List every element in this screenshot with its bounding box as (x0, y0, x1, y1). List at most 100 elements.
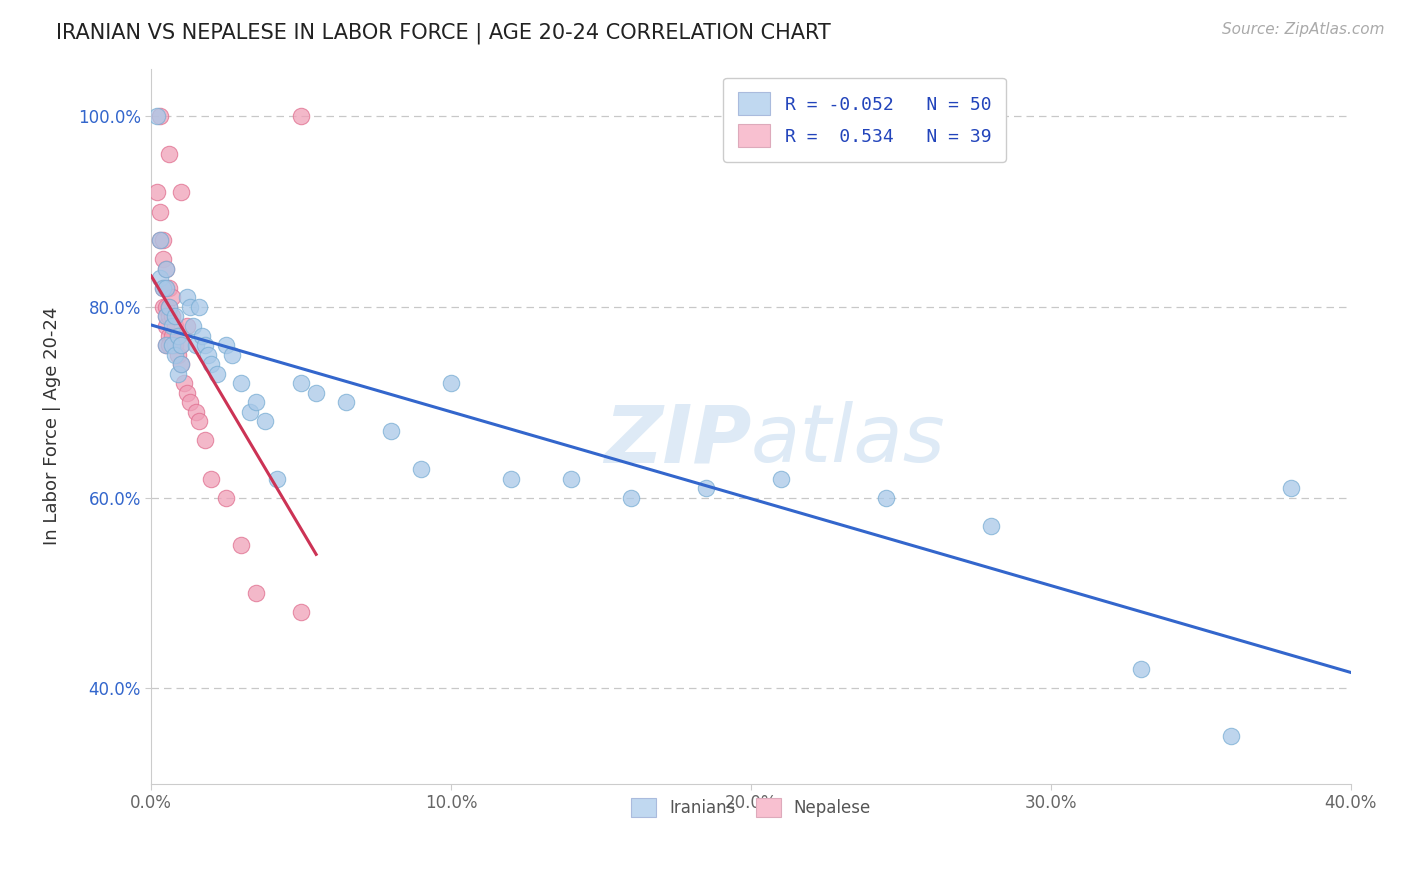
Point (149, 204, 172, 219)
Point (290, 376, 312, 391)
Point (160, 290, 183, 304)
Point (152, 252, 174, 267)
Point (335, 395, 357, 409)
Point (440, 376, 463, 391)
Point (231, 538, 253, 552)
Point (149, 233, 172, 247)
Point (215, 491, 238, 505)
Point (160, 318, 183, 333)
Point (266, 472, 288, 486)
Point (179, 300, 201, 314)
Point (146, 109, 169, 123)
Text: Source: ZipAtlas.com: Source: ZipAtlas.com (1222, 22, 1385, 37)
Point (186, 405, 208, 419)
Point (157, 310, 180, 324)
Point (179, 395, 201, 409)
Point (155, 338, 177, 352)
Point (188, 300, 211, 314)
Legend: Iranians, Nepalese: Iranians, Nepalese (623, 790, 880, 825)
Point (245, 395, 267, 409)
Point (170, 186, 193, 200)
Point (205, 367, 228, 381)
Point (181, 318, 204, 333)
Point (176, 318, 198, 333)
Point (149, 233, 172, 247)
Point (160, 310, 183, 324)
Point (620, 491, 643, 505)
Point (197, 348, 219, 362)
Point (176, 385, 198, 400)
Point (155, 281, 177, 295)
Point (254, 414, 277, 428)
Point (239, 405, 262, 419)
Point (411, 462, 433, 476)
Point (1219, 729, 1241, 743)
Point (152, 233, 174, 247)
Point (160, 338, 183, 352)
Point (155, 281, 177, 295)
Point (157, 338, 180, 352)
Point (149, 109, 172, 123)
Point (200, 357, 222, 371)
Point (165, 318, 187, 333)
Point (167, 367, 190, 381)
Point (155, 318, 177, 333)
Point (165, 338, 187, 352)
Point (152, 300, 174, 314)
Point (160, 338, 183, 352)
Point (305, 385, 328, 400)
Point (1279, 481, 1302, 495)
Text: ZIP: ZIP (603, 401, 751, 479)
Point (695, 481, 717, 495)
Point (200, 472, 222, 486)
Point (194, 434, 217, 448)
Point (560, 472, 582, 486)
Point (165, 310, 187, 324)
Point (170, 338, 193, 352)
Point (170, 357, 193, 371)
Text: IRANIAN VS NEPALESE IN LABOR FORCE | AGE 20-24 CORRELATION CHART: IRANIAN VS NEPALESE IN LABOR FORCE | AGE… (56, 22, 831, 44)
Point (157, 328, 180, 343)
Point (221, 348, 243, 362)
Point (157, 300, 180, 314)
Point (380, 424, 402, 438)
Point (152, 281, 174, 295)
Point (231, 376, 253, 391)
Y-axis label: In Labor Force | Age 20-24: In Labor Force | Age 20-24 (44, 307, 60, 545)
Point (290, 109, 312, 123)
Point (186, 338, 208, 352)
Point (160, 328, 183, 343)
Point (155, 261, 177, 276)
Point (152, 281, 174, 295)
Point (245, 586, 267, 600)
Point (157, 147, 180, 161)
Point (155, 300, 177, 314)
Point (188, 414, 211, 428)
Point (173, 376, 195, 391)
Point (499, 472, 522, 486)
Point (157, 300, 180, 314)
Point (165, 348, 187, 362)
Point (167, 348, 190, 362)
Point (769, 472, 792, 486)
Point (1129, 662, 1152, 676)
Point (176, 290, 198, 304)
Text: atlas: atlas (751, 401, 946, 479)
Point (191, 328, 214, 343)
Point (875, 491, 897, 505)
Point (155, 310, 177, 324)
Point (146, 186, 169, 200)
Point (170, 357, 193, 371)
Point (149, 271, 172, 285)
Point (215, 338, 238, 352)
Point (170, 338, 193, 352)
Point (194, 338, 217, 352)
Point (167, 328, 190, 343)
Point (155, 338, 177, 352)
Point (290, 605, 312, 619)
Point (167, 328, 190, 343)
Point (155, 261, 177, 276)
Point (157, 281, 180, 295)
Point (155, 310, 177, 324)
Point (980, 519, 1002, 533)
